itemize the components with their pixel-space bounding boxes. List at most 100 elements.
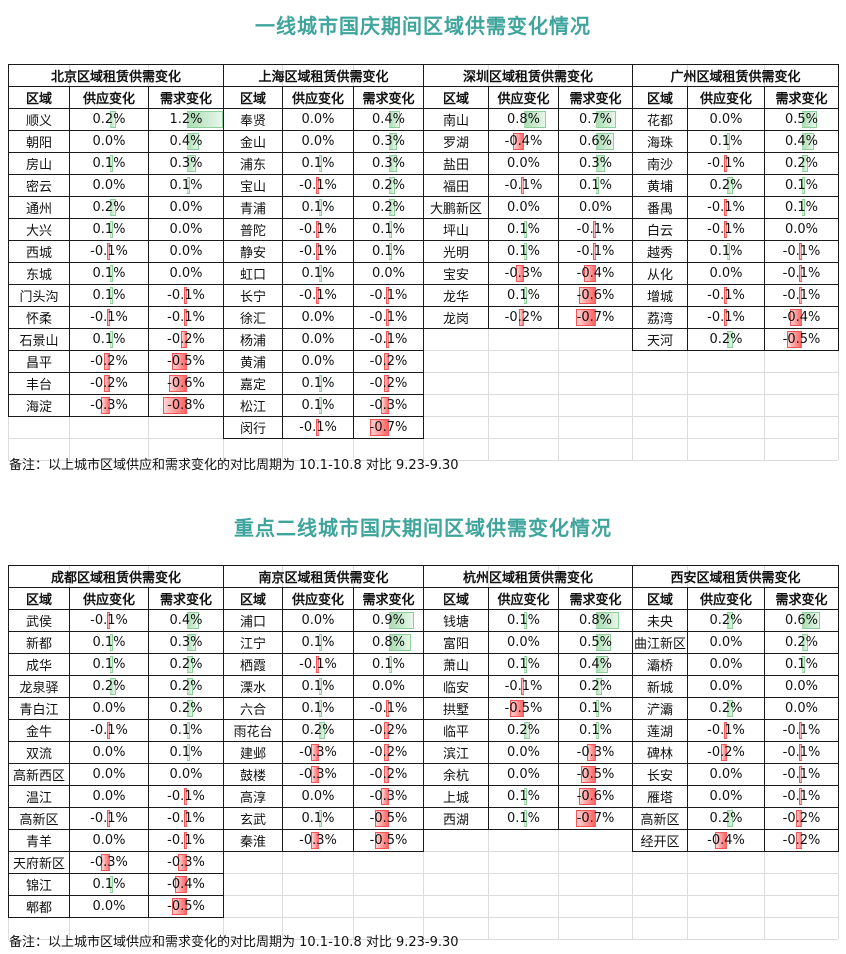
column-header: 需求变化	[353, 86, 424, 109]
district-name: 门头沟	[8, 284, 70, 307]
demand-change-cell: 0.2%	[558, 675, 633, 698]
value-label: 0.0%	[709, 266, 743, 281]
table-row: 通州 0.2% 0.0%	[8, 196, 224, 219]
value-label: -0.3%	[299, 745, 337, 760]
value-label: 0.0%	[301, 310, 335, 325]
negative-bar	[515, 265, 524, 282]
demand-change-cell: 0.2%	[353, 196, 424, 219]
value-label: -0.1%	[167, 811, 205, 826]
district-name: 番禺	[632, 196, 688, 219]
district-name: 南沙	[632, 152, 688, 175]
value-label: -0.1%	[782, 789, 821, 804]
value-label: -0.2%	[369, 745, 408, 760]
demand-change-cell: 0.1%	[353, 218, 424, 241]
table-row: 雁塔 0.0% -0.1%	[632, 785, 839, 808]
negative-bar	[386, 309, 389, 326]
supply-change-cell: 0.0%	[69, 697, 149, 720]
value-label: 0.1%	[92, 332, 126, 347]
positive-bar	[389, 634, 411, 651]
value-label: 0.0%	[301, 789, 335, 804]
negative-bar	[521, 177, 524, 194]
table-row: 顺义 0.2% 1.2%	[8, 108, 224, 131]
supply-change-cell: 0.2%	[69, 675, 149, 698]
demand-change-cell: -0.5%	[353, 807, 424, 830]
table-row: 闵行 -0.1% -0.7%	[223, 416, 424, 439]
district-name: 白云	[632, 218, 688, 241]
value-label: -0.7%	[576, 811, 615, 826]
supply-change-cell: 0.1%	[69, 284, 149, 307]
negative-bar	[581, 766, 596, 783]
district-name: 怀柔	[8, 306, 70, 329]
table-row: 临安 -0.1% 0.2%	[423, 675, 633, 698]
table-row: 江宁 0.1% 0.8%	[223, 631, 424, 654]
table-row: 罗湖 -0.4% 0.6%	[423, 130, 633, 153]
demand-change-cell: 0.0%	[764, 675, 839, 698]
table-row: 郫都 0.0% -0.5%	[8, 895, 224, 918]
demand-change-cell: 0.3%	[148, 152, 224, 175]
city-table: 北京区域租赁供需变化 区域 供应变化 需求变化 顺义 0.2% 1.2% 朝阳 0.0% 0.4%…	[8, 64, 224, 417]
value-label: 0.7%	[578, 112, 613, 127]
positive-bar	[389, 155, 398, 172]
value-label: -0.5%	[504, 701, 543, 716]
negative-bar	[316, 177, 319, 194]
value-label: 0.1%	[301, 376, 335, 391]
supply-change-cell: 0.1%	[69, 873, 149, 896]
supply-change-cell: 0.0%	[488, 152, 559, 175]
city-table-title: 西安区域租赁供需变化	[632, 565, 839, 588]
value-label: 0.3%	[169, 156, 203, 171]
value-label: 0.1%	[301, 811, 335, 826]
district-name: 普陀	[223, 218, 283, 241]
city-table-title: 广州区域租赁供需变化	[632, 64, 839, 87]
district-name: 长宁	[223, 284, 283, 307]
value-label: 0.1%	[784, 657, 819, 672]
value-label: 0.0%	[784, 222, 819, 237]
demand-change-cell: 0.3%	[353, 152, 424, 175]
demand-change-cell: -0.2%	[764, 807, 839, 830]
supply-change-cell: 0.0%	[282, 328, 354, 351]
negative-bar	[575, 810, 596, 827]
positive-bar	[110, 331, 114, 348]
district-name: 松江	[223, 394, 283, 417]
value-label: -0.5%	[167, 354, 205, 369]
negative-bar	[513, 133, 524, 150]
value-label: -0.2%	[369, 767, 408, 782]
demand-change-cell: -0.6%	[558, 785, 633, 808]
positive-bar	[110, 221, 114, 238]
positive-bar	[524, 111, 546, 128]
value-label: -0.1%	[576, 222, 615, 237]
table-row: 嘉定 0.1% -0.2%	[223, 372, 424, 395]
value-label: 0.0%	[506, 745, 541, 760]
value-label: 0.1%	[301, 156, 335, 171]
column-header: 供应变化	[69, 86, 149, 109]
supply-change-cell: -0.1%	[687, 196, 765, 219]
negative-bar	[383, 353, 389, 370]
value-label: 0.2%	[709, 811, 743, 826]
district-name: 光明	[423, 240, 489, 263]
supply-change-cell: -0.1%	[69, 306, 149, 329]
demand-change-cell: -0.1%	[558, 240, 633, 263]
value-label: -0.1%	[369, 288, 408, 303]
value-label: 0.1%	[506, 613, 541, 628]
value-label: 0.1%	[301, 635, 335, 650]
demand-change-cell: 0.5%	[558, 631, 633, 654]
value-label: -0.2%	[90, 354, 128, 369]
demand-change-cell: 0.6%	[558, 130, 633, 153]
value-label: 0.0%	[301, 613, 335, 628]
supply-change-cell: 0.0%	[69, 763, 149, 786]
positive-bar	[596, 700, 599, 717]
value-label: 0.1%	[92, 657, 126, 672]
value-label: 0.1%	[301, 398, 335, 413]
demand-change-cell: -0.1%	[148, 785, 224, 808]
positive-bar	[802, 111, 817, 128]
district-name: 昌平	[8, 350, 70, 373]
district-name: 浐灞	[632, 697, 688, 720]
demand-change-cell: -0.5%	[148, 895, 224, 918]
supply-change-cell: 0.0%	[488, 741, 559, 764]
positive-bar	[319, 634, 322, 651]
district-name: 长安	[632, 763, 688, 786]
district-name: 金牛	[8, 719, 70, 742]
supply-change-cell: -0.5%	[488, 697, 559, 720]
demand-change-cell: 0.1%	[353, 240, 424, 263]
section-title-tier2: 重点二线城市国庆期间区域供需变化情况	[234, 516, 612, 540]
supply-change-cell: -0.3%	[282, 763, 354, 786]
